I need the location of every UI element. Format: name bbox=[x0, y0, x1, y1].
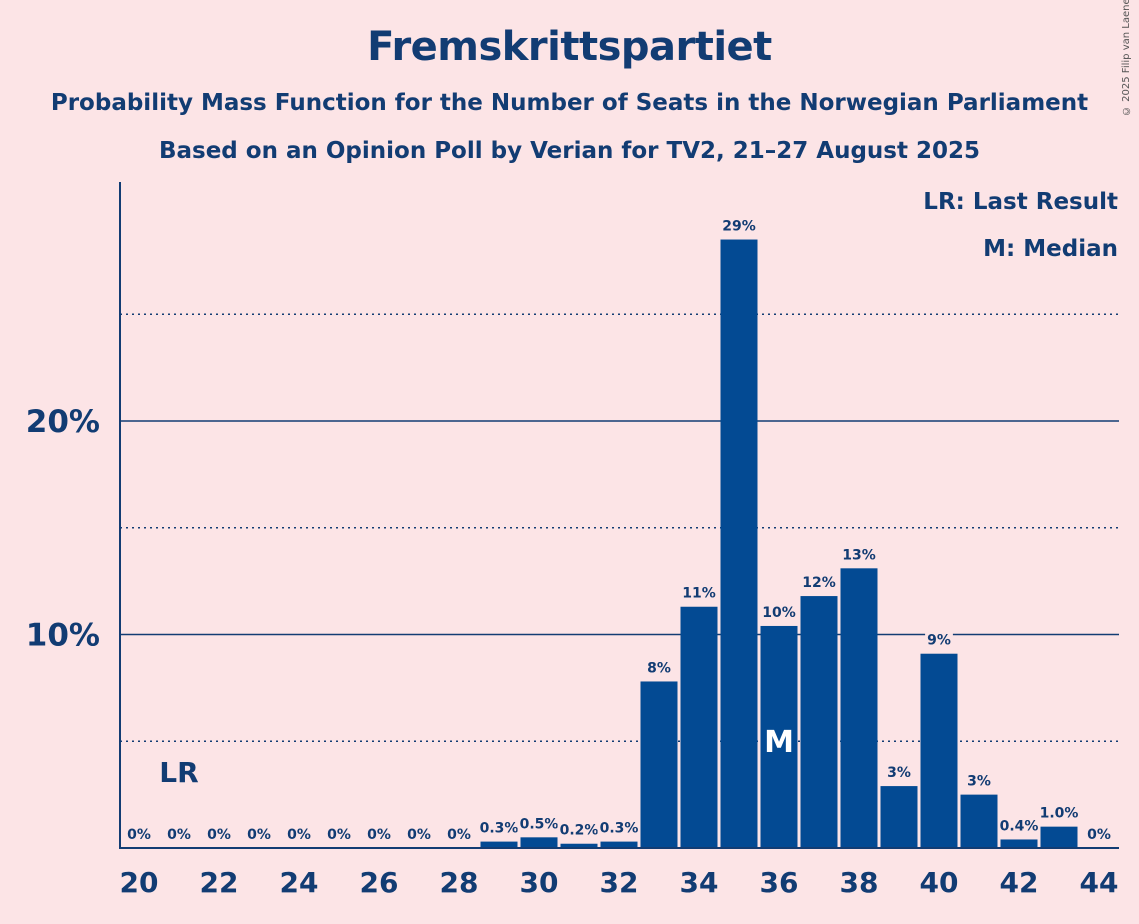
chart-subtitle-poll: Based on an Opinion Poll by Verian for T… bbox=[158, 138, 981, 164]
value-label-seat-37: 12% bbox=[802, 575, 836, 591]
gridlines bbox=[120, 313, 1119, 742]
bar-seat-42 bbox=[1000, 839, 1038, 848]
bar-seat-41 bbox=[960, 794, 998, 848]
x-tick-label: 22 bbox=[200, 866, 239, 899]
value-label-bg bbox=[760, 604, 798, 621]
x-tick-label: 38 bbox=[840, 866, 879, 899]
legend-median: M: Median bbox=[983, 236, 1118, 262]
value-label-seat-25: 0% bbox=[327, 827, 351, 843]
y-tick-label: 10% bbox=[26, 618, 100, 654]
value-label-seat-20: 0% bbox=[127, 827, 151, 843]
chart-subtitle: Probability Mass Function for the Number… bbox=[50, 90, 1089, 116]
x-axis-ticks: 20 22 24 26 28 30 32 34 36 38 40 42 44 bbox=[120, 866, 1119, 899]
value-label-seat-31: 0.2% bbox=[560, 823, 599, 839]
value-label-seat-22: 0% bbox=[207, 827, 231, 843]
value-label-seat-30: 0.5% bbox=[520, 816, 559, 832]
bar-seat-33 bbox=[640, 681, 678, 848]
bar-seat-31 bbox=[560, 843, 598, 848]
median-marker: M bbox=[764, 725, 794, 760]
x-tick-label: 44 bbox=[1080, 866, 1119, 899]
value-label-bg bbox=[445, 827, 473, 843]
value-label-seat-40: 9% bbox=[927, 633, 951, 649]
x-tick-label: 26 bbox=[360, 866, 399, 899]
x-tick-label: 20 bbox=[120, 866, 159, 899]
chart-title: Fremskrittspartiet bbox=[367, 24, 772, 70]
value-label-bg bbox=[165, 827, 193, 843]
value-label-seat-21: 0% bbox=[167, 827, 191, 843]
value-label-bg bbox=[885, 765, 913, 782]
bar-seat-32 bbox=[600, 841, 638, 848]
value-label-seat-23: 0% bbox=[247, 827, 271, 843]
value-labels: 0% 0% 0% 0% 0% 0% 0% 0% 0% 0.3% 0.5% 0.2% 0.3%8%11%2… bbox=[125, 218, 1113, 843]
x-tick-label: 40 bbox=[920, 866, 959, 899]
value-label-seat-29: 0.3% bbox=[480, 821, 519, 837]
x-tick-label: 34 bbox=[680, 866, 719, 899]
value-label-bg bbox=[557, 822, 601, 839]
bar-seat-29 bbox=[480, 841, 518, 848]
value-label-bg bbox=[205, 827, 233, 843]
value-label-seat-26: 0% bbox=[367, 827, 391, 843]
value-label-seat-36: 10% bbox=[762, 605, 796, 621]
value-label-bg bbox=[517, 816, 561, 833]
value-label-seat-43: 1.0% bbox=[1040, 806, 1079, 822]
value-label-seat-28: 0% bbox=[447, 827, 471, 843]
bar-seat-34 bbox=[680, 606, 718, 848]
value-label-bg bbox=[997, 818, 1041, 835]
value-label-bg bbox=[680, 585, 718, 602]
value-label-bg bbox=[840, 547, 878, 564]
bar-seat-30 bbox=[520, 837, 558, 848]
value-label-seat-34: 11% bbox=[682, 586, 716, 602]
value-label-bg bbox=[720, 218, 758, 235]
bar-seat-36 bbox=[760, 625, 798, 848]
value-label-seat-32: 0.3% bbox=[600, 821, 639, 837]
bar-seat-40 bbox=[920, 653, 958, 848]
bar-seat-43 bbox=[1040, 826, 1078, 848]
last-result-marker: LR bbox=[159, 756, 198, 789]
x-tick-label: 36 bbox=[760, 866, 799, 899]
value-label-bg bbox=[325, 827, 353, 843]
markers: LR M bbox=[159, 725, 794, 789]
value-label-seat-38: 13% bbox=[842, 547, 876, 563]
value-label-seat-27: 0% bbox=[407, 827, 431, 843]
legend-last-result: LR: Last Result bbox=[923, 189, 1118, 215]
y-axis-ticks: 10% 20% bbox=[26, 404, 100, 654]
value-label-seat-41: 3% bbox=[967, 774, 991, 790]
value-label-bg bbox=[965, 773, 993, 790]
value-label-bg bbox=[925, 632, 953, 649]
value-label-bg bbox=[365, 827, 393, 843]
value-label-bg bbox=[1085, 827, 1113, 843]
bars bbox=[480, 239, 1078, 848]
value-label-bg bbox=[477, 820, 521, 837]
value-label-seat-35: 29% bbox=[722, 219, 756, 235]
value-label-bg bbox=[285, 827, 313, 843]
x-tick-label: 30 bbox=[520, 866, 559, 899]
bar-seat-39 bbox=[880, 786, 918, 848]
value-label-seat-42: 0.4% bbox=[1000, 818, 1039, 834]
value-label-seat-39: 3% bbox=[887, 765, 911, 781]
x-tick-label: 28 bbox=[440, 866, 479, 899]
value-label-bg bbox=[645, 660, 673, 677]
value-label-bg bbox=[245, 827, 273, 843]
value-label-bg bbox=[800, 575, 838, 592]
value-label-bg bbox=[1037, 805, 1081, 822]
value-label-seat-44: 0% bbox=[1087, 827, 1111, 843]
value-label-seat-33: 8% bbox=[647, 660, 671, 676]
value-label-bg bbox=[405, 827, 433, 843]
x-tick-label: 32 bbox=[600, 866, 639, 899]
value-label-bg bbox=[125, 827, 153, 843]
value-label-bg bbox=[597, 820, 641, 837]
bar-seat-35 bbox=[720, 239, 758, 848]
x-tick-label: 24 bbox=[280, 866, 319, 899]
bar-seat-38 bbox=[840, 568, 878, 848]
value-label-seat-24: 0% bbox=[287, 827, 311, 843]
x-tick-label: 42 bbox=[1000, 866, 1039, 899]
y-tick-label: 20% bbox=[26, 404, 100, 440]
bar-seat-37 bbox=[800, 596, 838, 848]
legend: LR: Last Result M: Median bbox=[923, 189, 1118, 262]
